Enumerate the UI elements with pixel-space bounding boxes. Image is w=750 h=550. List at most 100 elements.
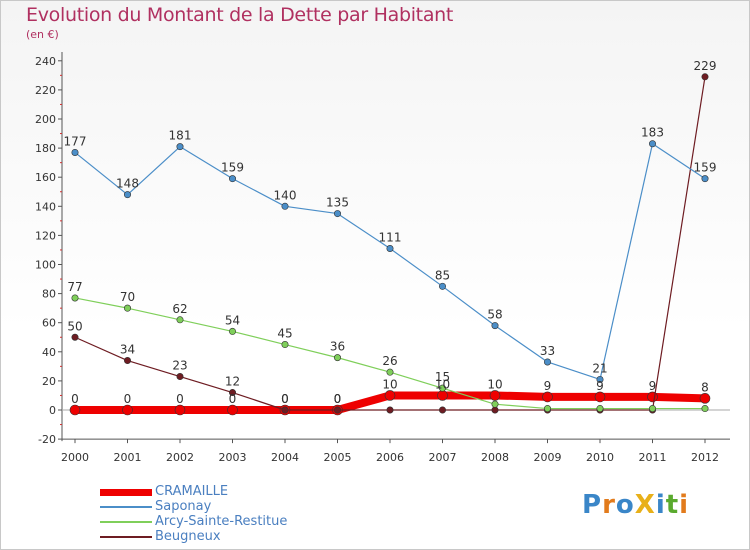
data-point xyxy=(648,140,656,148)
x-tick-label: 2009 xyxy=(534,451,562,464)
x-tick-label: 2004 xyxy=(271,451,299,464)
x-tick-label: 2007 xyxy=(429,451,457,464)
legend-item: Beugneux xyxy=(100,529,360,545)
x-tick-label: 2010 xyxy=(586,451,614,464)
x-tick-label: 2002 xyxy=(166,451,194,464)
data-label: 33 xyxy=(540,344,555,358)
data-point xyxy=(69,404,81,416)
y-tick-label: 140 xyxy=(35,200,56,213)
data-label: 9 xyxy=(596,379,604,393)
data-point xyxy=(176,373,184,381)
data-label: 183 xyxy=(641,126,664,140)
data-label: 159 xyxy=(221,161,244,175)
data-label: 10 xyxy=(487,377,502,391)
chart-title: Evolution du Montant de la Dette par Hab… xyxy=(26,4,454,26)
data-point xyxy=(333,406,341,414)
data-label: 0 xyxy=(124,392,132,406)
y-tick-label: 0 xyxy=(49,404,56,417)
x-tick-label: 2008 xyxy=(481,451,509,464)
y-tick-label: 240 xyxy=(35,55,56,68)
x-tick-label: 2012 xyxy=(691,451,719,464)
y-tick-label: 160 xyxy=(35,171,56,184)
data-label: 0 xyxy=(71,392,79,406)
proxiti-logo: ProXiti xyxy=(582,490,689,520)
data-point xyxy=(333,210,341,218)
data-label: 45 xyxy=(277,327,292,341)
data-label: 9 xyxy=(544,379,552,393)
data-label: 135 xyxy=(326,196,349,210)
data-point xyxy=(491,406,499,414)
data-point xyxy=(229,389,237,397)
data-label: 9 xyxy=(649,379,657,393)
data-point xyxy=(491,322,499,330)
legend-swatch xyxy=(100,521,152,523)
data-point xyxy=(437,390,448,401)
legend-label: CRAMAILLE xyxy=(155,484,229,499)
data-point xyxy=(542,391,553,403)
data-label: 0 xyxy=(229,392,237,406)
y-tick-label: -20 xyxy=(38,433,56,446)
chart-subtitle: (en €) xyxy=(26,28,59,41)
data-label: 148 xyxy=(116,177,139,191)
data-label: 10 xyxy=(435,377,450,391)
data-label: 15 xyxy=(435,370,450,384)
data-point xyxy=(176,143,184,151)
data-label: 140 xyxy=(274,188,297,202)
legend-swatch xyxy=(100,536,152,538)
data-point xyxy=(543,405,551,413)
data-point xyxy=(71,148,79,156)
data-point xyxy=(648,405,656,413)
data-point xyxy=(281,202,289,210)
data-label: 54 xyxy=(225,313,240,327)
data-point xyxy=(596,405,604,413)
data-label: 36 xyxy=(330,340,345,354)
y-tick-label: 180 xyxy=(35,142,56,155)
data-label: 77 xyxy=(67,280,82,294)
legend: CRAMAILLE Saponay Arcy-Sainte-Restitue Beug… xyxy=(100,484,360,545)
data-point xyxy=(438,384,446,392)
data-point xyxy=(229,327,237,335)
data-point xyxy=(386,406,394,414)
x-tick-label: 2005 xyxy=(324,451,352,464)
data-label: 181 xyxy=(169,129,192,143)
data-label: 62 xyxy=(172,302,187,316)
data-point xyxy=(124,304,132,312)
y-tick-label: 200 xyxy=(35,113,56,126)
data-point xyxy=(174,404,186,416)
data-label: 159 xyxy=(694,161,717,175)
logo-letter: i xyxy=(679,490,690,520)
data-point xyxy=(229,175,237,183)
logo-letter: P xyxy=(582,490,603,520)
data-point xyxy=(699,393,711,404)
data-point xyxy=(124,357,132,365)
data-point xyxy=(438,282,446,290)
data-label: 0 xyxy=(281,392,289,406)
series-line-saponay xyxy=(74,143,706,381)
data-label: 111 xyxy=(379,230,402,244)
y-tick-label: 120 xyxy=(35,229,56,242)
data-label: 26 xyxy=(382,354,397,368)
data-label: 12 xyxy=(225,375,240,389)
logo-letter: o xyxy=(615,490,635,520)
data-point xyxy=(438,406,446,414)
data-point xyxy=(491,400,499,408)
data-point xyxy=(596,375,604,383)
legend-label: Arcy-Sainte-Restitue xyxy=(155,514,288,529)
data-point xyxy=(386,244,394,252)
y-tick-label: 60 xyxy=(42,317,56,330)
data-point xyxy=(122,404,133,416)
data-point xyxy=(281,406,289,414)
x-tick-label: 2000 xyxy=(61,451,89,464)
legend-label: Saponay xyxy=(155,499,212,514)
legend-item: CRAMAILLE xyxy=(100,484,360,500)
y-tick-label: 100 xyxy=(35,259,56,272)
legend-swatch xyxy=(100,488,152,496)
data-label: 229 xyxy=(694,59,717,73)
data-label: 0 xyxy=(334,392,342,406)
data-point xyxy=(386,368,394,376)
legend-item: Saponay xyxy=(100,499,360,515)
x-tick-label: 2006 xyxy=(376,451,404,464)
logo-letter: r xyxy=(602,490,616,520)
